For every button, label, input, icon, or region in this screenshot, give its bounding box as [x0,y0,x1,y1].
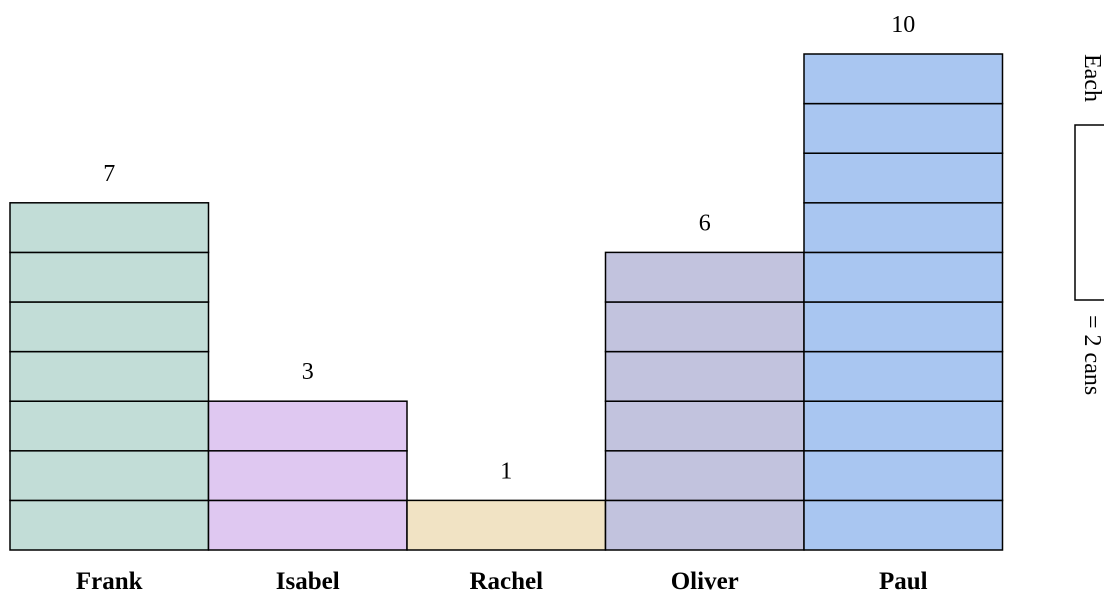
bar-unit-paul-9 [804,104,1003,154]
category-labels-group: Frank Isabel Rachel Oliver Paul [76,568,928,595]
bar-unit-frank-2 [10,451,209,501]
category-label-oliver: Oliver [671,568,739,595]
legend-suffix-text: = 2 cans [1079,315,1104,395]
bar-unit-oliver-3 [606,401,805,451]
bar-unit-paul-10 [804,54,1003,104]
category-label-paul: Paul [879,568,928,595]
legend-key: Each = 2 cans [1075,54,1104,395]
legend-prefix-text: Each [1079,54,1104,102]
bar-unit-oliver-1 [606,500,805,550]
bar-unit-oliver-4 [606,352,805,402]
category-label-isabel: Isabel [276,568,340,595]
category-label-rachel: Rachel [469,568,543,595]
bar-unit-frank-1 [10,500,209,550]
bar-unit-paul-7 [804,203,1003,253]
value-label-frank: 7 [103,161,115,187]
category-label-frank: Frank [76,568,143,595]
bar-unit-paul-4 [804,352,1003,402]
bar-unit-isabel-1 [209,500,408,550]
bar-unit-oliver-2 [606,451,805,501]
bar-unit-oliver-6 [606,252,805,302]
bar-unit-frank-4 [10,352,209,402]
value-label-isabel: 3 [302,359,314,385]
bar-unit-paul-5 [804,302,1003,352]
bar-unit-frank-5 [10,302,209,352]
bar-unit-frank-7 [10,203,209,253]
bar-unit-isabel-3 [209,401,408,451]
value-label-rachel: 1 [500,458,512,484]
value-label-oliver: 6 [699,210,711,236]
bar-unit-paul-3 [804,401,1003,451]
bar-unit-oliver-5 [606,302,805,352]
bar-unit-paul-8 [804,153,1003,203]
bar-unit-paul-1 [804,500,1003,550]
value-label-paul: 10 [891,12,915,38]
bar-unit-frank-6 [10,252,209,302]
bar-unit-paul-2 [804,451,1003,501]
bar-unit-isabel-2 [209,451,408,501]
bar-unit-frank-3 [10,401,209,451]
bar-unit-rachel-1 [407,500,606,550]
bar-unit-paul-6 [804,252,1003,302]
legend-unit-block [1075,125,1104,300]
